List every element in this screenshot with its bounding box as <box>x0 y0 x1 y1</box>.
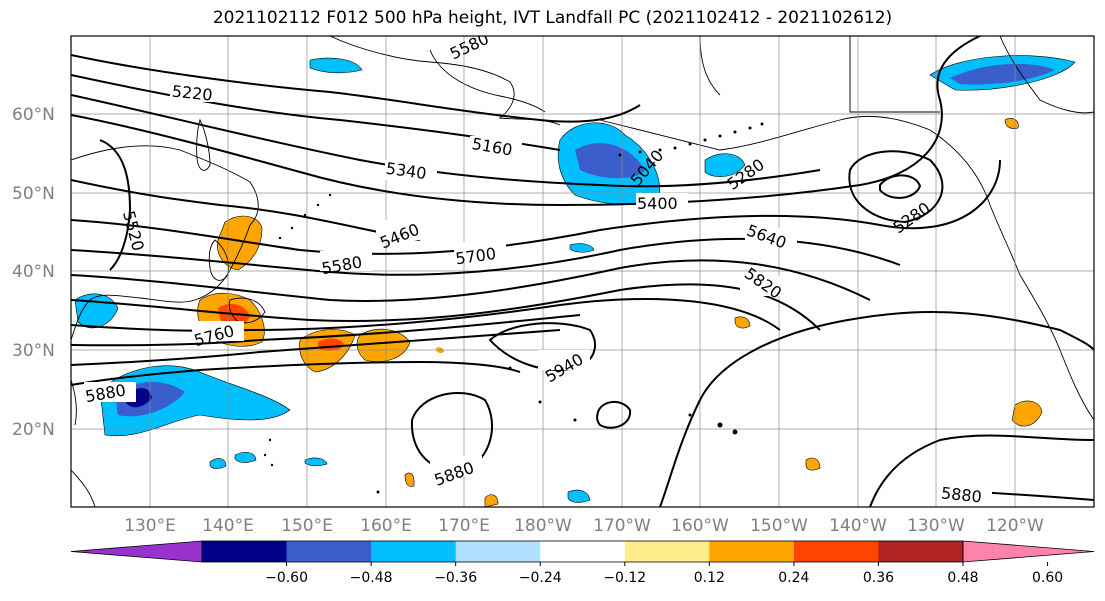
colorbar-tick-label: 0.36 <box>863 570 894 586</box>
colorbar-tick-label: 0.60 <box>1032 570 1063 586</box>
map-title: 2021102112 F012 500 hPa height, IVT Land… <box>212 8 893 28</box>
ivt-positive-region <box>217 215 263 271</box>
ivt-negative-region <box>209 458 227 469</box>
lon-label: 140°W <box>829 516 887 536</box>
lon-label: 120°W <box>986 516 1044 536</box>
colorbar-swatch <box>371 541 457 562</box>
colorbar-tick-label: −0.48 <box>350 570 393 586</box>
contour-label-group: 5220 5160 5040 5280 5340 5400 5280 5460 … <box>84 29 992 506</box>
contour-label: 5280 <box>889 198 933 237</box>
contour-label: 5880 <box>940 483 982 506</box>
ivt-negative-region <box>309 57 363 74</box>
colorbar-tick-label: −0.36 <box>434 570 477 586</box>
lon-label: 180°W <box>514 516 572 536</box>
colorbar-swatch <box>286 541 372 562</box>
colorbar-swatch <box>624 541 710 562</box>
colorbar-swatch <box>540 541 626 562</box>
aleutian-islands <box>263 122 764 494</box>
contour-label: 5580 <box>447 29 492 63</box>
colorbar-tick-label: −0.24 <box>519 570 562 586</box>
ivt-positive-region <box>1004 118 1019 129</box>
ivt-negative-core <box>575 142 645 179</box>
longitude-labels: 130°E 140°E 150°E 160°E 170°E 180°W 170°… <box>124 516 1044 536</box>
lat-label: 40°N <box>12 262 55 282</box>
colorbar-swatch <box>709 541 795 562</box>
contour-label: 5400 <box>637 194 678 213</box>
lon-label: 150°W <box>750 516 808 536</box>
lat-label: 30°N <box>12 341 55 361</box>
lat-label: 50°N <box>12 184 55 204</box>
ivt-positive-region <box>1011 400 1043 427</box>
ivt-negative-core <box>950 63 1055 85</box>
latitude-labels: 60°N 50°N 40°N 30°N 20°N <box>12 105 55 440</box>
ivt-negative-region <box>704 153 746 178</box>
ivt-positive-region <box>404 472 415 487</box>
colorbar-extend-high <box>962 540 1095 563</box>
ivt-negative-region <box>304 457 328 467</box>
ivt-negative-region <box>234 451 257 463</box>
colorbar-tick-label: 0.48 <box>947 570 978 586</box>
ivt-negative-region <box>567 489 591 503</box>
colorbar-swatch <box>202 541 288 562</box>
contour-label: 5220 <box>171 82 213 105</box>
ivt-negative-region <box>74 293 119 329</box>
lat-label: 60°N <box>12 105 55 125</box>
colorbar-frame <box>201 540 964 563</box>
height-contours <box>71 36 1094 507</box>
colorbar-tick-label: 0.24 <box>778 570 809 586</box>
lon-label: 170°E <box>438 516 490 536</box>
ivt-positive-region <box>805 457 821 471</box>
colorbar-tick-label: −0.12 <box>603 570 646 586</box>
colorbar-swatch <box>878 541 964 562</box>
colorbar-tick-label: 0.12 <box>694 570 725 586</box>
lon-label: 160°E <box>360 516 412 536</box>
colorbar-tick-label: −0.60 <box>265 570 308 586</box>
ivt-positive-region <box>734 316 751 329</box>
map-frame <box>70 35 1095 508</box>
lon-label: 140°E <box>202 516 254 536</box>
coastlines <box>71 36 1094 507</box>
ivt-positive-region <box>484 494 499 507</box>
colorbar-extend-low <box>70 540 203 563</box>
ivt-positive-region <box>356 328 411 362</box>
lon-label: 170°W <box>593 516 651 536</box>
colorbar-swatch <box>793 541 879 562</box>
lon-label: 160°W <box>671 516 729 536</box>
ivt-shading <box>74 55 1076 507</box>
lon-label: 130°W <box>907 516 965 536</box>
colorbar: −0.60 −0.48 −0.36 −0.24 −0.12 0.12 0.24 0.36 0.4… <box>70 540 1095 586</box>
lat-label: 20°N <box>12 420 55 440</box>
lon-label: 150°E <box>281 516 333 536</box>
ivt-negative-region <box>569 243 595 253</box>
colorbar-swatch <box>455 541 541 562</box>
lon-label: 130°E <box>124 516 176 536</box>
